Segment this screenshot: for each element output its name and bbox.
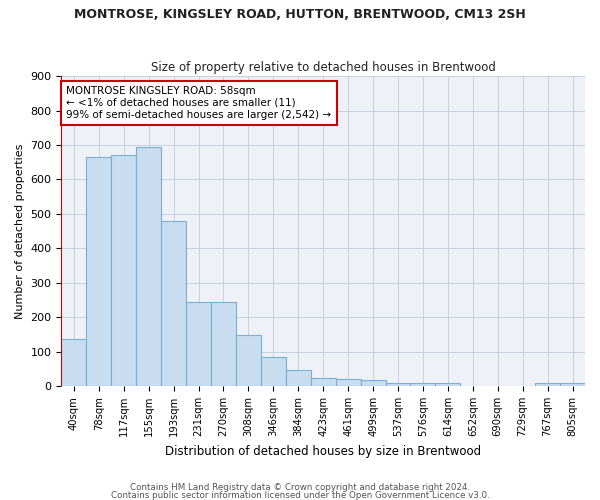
Bar (86, 157, 111, 386)
Bar (236, 336, 261, 386)
Bar (535, 383, 560, 386)
Text: Contains HM Land Registry data © Crown copyright and database right 2024.: Contains HM Land Registry data © Crown c… (130, 484, 470, 492)
Text: Contains public sector information licensed under the Open Government Licence v3: Contains public sector information licen… (110, 491, 490, 500)
Bar (335, 379, 361, 386)
Bar (186, 302, 211, 386)
Text: MONTROSE, KINGSLEY ROAD, HUTTON, BRENTWOOD, CM13 2SH: MONTROSE, KINGSLEY ROAD, HUTTON, BRENTWO… (74, 8, 526, 20)
Bar (61, 339, 86, 386)
Text: MONTROSE KINGSLEY ROAD: 58sqm
← <1% of detached houses are smaller (11)
99% of s: MONTROSE KINGSLEY ROAD: 58sqm ← <1% of d… (67, 86, 332, 120)
Bar (136, 148, 161, 386)
Bar (436, 384, 460, 386)
Bar (161, 220, 186, 386)
Bar (410, 384, 436, 386)
Bar (211, 302, 236, 386)
Bar (560, 383, 585, 386)
Bar (311, 378, 335, 386)
Bar (386, 382, 410, 386)
Bar (361, 380, 386, 386)
Bar (111, 156, 136, 386)
Bar (286, 370, 311, 386)
X-axis label: Distribution of detached houses by size in Brentwood: Distribution of detached houses by size … (165, 444, 481, 458)
Y-axis label: Number of detached properties: Number of detached properties (15, 144, 25, 319)
Title: Size of property relative to detached houses in Brentwood: Size of property relative to detached ho… (151, 60, 496, 74)
Bar (261, 357, 286, 386)
